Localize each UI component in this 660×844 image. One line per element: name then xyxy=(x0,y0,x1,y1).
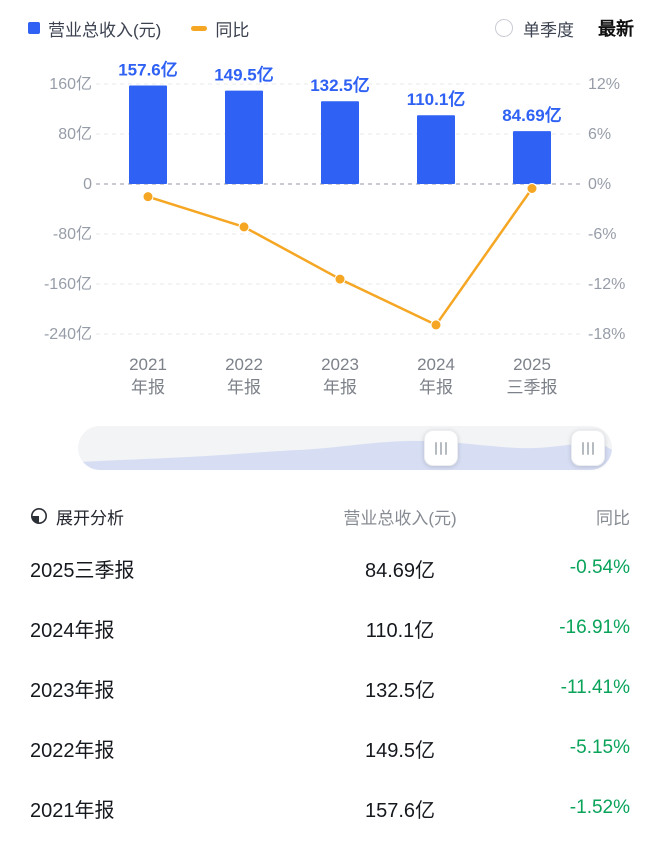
revenue-cell: 110.1亿 xyxy=(365,619,435,642)
revenue-bar[interactable] xyxy=(129,85,167,185)
yoy-point[interactable] xyxy=(334,273,346,285)
left-axis-tick: 160亿 xyxy=(49,75,92,93)
chart-controls: 单季度 最新 xyxy=(495,15,634,41)
table-header: 展开分析 营业总收入(元) 同比 xyxy=(30,494,630,538)
yoy-cell: -5.15% xyxy=(569,737,630,758)
chart-canvas: 160亿 12% 80亿 6% 0 0% -80亿 -6% -160亿 -12% -240亿 -18%… xyxy=(44,60,625,344)
bar-value-label: 132.5亿 xyxy=(310,75,370,95)
revenue-bar[interactable] xyxy=(321,101,359,184)
legend-yoy-label: 同比 xyxy=(215,20,250,40)
bar-value-label: 110.1亿 xyxy=(407,89,466,109)
x-axis-label: 2024 年报 xyxy=(417,355,455,397)
right-axis-tick: -6% xyxy=(588,226,616,243)
expand-analysis-label: 展开分析 xyxy=(56,508,124,528)
chart-legend: 营业总收入(元) 同比 xyxy=(28,16,249,41)
revenue-cell: 132.5亿 xyxy=(364,679,436,702)
x-axis-label: 2023 年报 xyxy=(321,355,359,397)
revenue-column-header: 营业总收入(元) xyxy=(343,508,457,528)
revenue-cell: 157.6亿 xyxy=(364,799,436,822)
analysis-pie-icon xyxy=(31,508,47,524)
table-row[interactable]: 2025三季报 84.69亿 -0.54% xyxy=(30,538,630,598)
x-axis-label: 2025 三季报 xyxy=(506,355,558,397)
yoy-cell: -0.54% xyxy=(569,557,630,578)
period-cell: 2023年报 xyxy=(30,679,115,702)
yoy-point[interactable] xyxy=(526,183,538,194)
revenue-bar[interactable] xyxy=(225,90,263,184)
legend-item-revenue: 营业总收入(元) xyxy=(28,16,161,41)
period-cell: 2024年报 xyxy=(30,619,115,642)
table-row[interactable]: 2022年报 149.5亿 -5.15% xyxy=(30,718,630,778)
yoy-point[interactable] xyxy=(142,191,154,203)
yoy-point[interactable] xyxy=(430,319,442,331)
revenue-series-swatch-icon xyxy=(28,22,40,34)
left-axis-tick: -240亿 xyxy=(44,325,92,343)
legend-bar: 营业总收入(元) 同比 单季度 最新 xyxy=(0,0,660,44)
yoy-cell: -1.52% xyxy=(569,797,630,818)
right-axis-tick: 0% xyxy=(588,176,611,193)
left-axis-tick: -80亿 xyxy=(53,225,92,243)
slider-minimap-area xyxy=(78,440,612,470)
latest-selector[interactable]: 最新 xyxy=(598,19,634,39)
bar-value-label: 84.69亿 xyxy=(502,105,562,125)
revenue-bar[interactable] xyxy=(513,131,551,184)
slider-handle-left[interactable] xyxy=(424,430,458,466)
revenue-cell: 149.5亿 xyxy=(364,739,436,762)
right-axis-tick: 12% xyxy=(588,76,620,93)
yoy-column-header: 同比 xyxy=(596,508,630,528)
table-row[interactable]: 2024年报 110.1亿 -16.91% xyxy=(30,598,630,658)
bar-value-label: 157.6亿 xyxy=(118,60,178,80)
period-cell: 2021年报 xyxy=(30,799,115,822)
legend-revenue-label: 营业总收入(元) xyxy=(48,20,162,40)
date-range-slider[interactable] xyxy=(78,426,612,470)
slider-handle-right[interactable] xyxy=(571,430,605,466)
single-quarter-label[interactable]: 单季度 xyxy=(523,20,574,40)
legend-item-yoy: 同比 xyxy=(191,16,249,41)
right-axis-tick: -18% xyxy=(588,326,625,343)
yoy-point[interactable] xyxy=(238,221,250,233)
bar-value-label: 149.5亿 xyxy=(214,65,274,85)
period-cell: 2022年报 xyxy=(30,739,115,762)
table-rows: 2025三季报 84.69亿 -0.54% 2024年报 110.1亿 -16.91% 20… xyxy=(30,538,630,838)
right-axis-tick: -12% xyxy=(588,276,625,293)
table-row[interactable]: 2021年报 157.6亿 -1.52% xyxy=(30,778,630,838)
revenue-cell: 84.69亿 xyxy=(364,559,436,582)
right-axis-tick: 6% xyxy=(588,126,611,143)
left-axis-tick: 80亿 xyxy=(58,125,92,143)
yoy-cell: -16.91% xyxy=(559,617,630,638)
analysis-table: 展开分析 营业总收入(元) 同比 2025三季报 84.69亿 -0.54% 2024… xyxy=(0,494,660,838)
revenue-bar[interactable] xyxy=(417,115,455,184)
revenue-yoy-chart: 160亿 12% 80亿 6% 0 0% -80亿 -6% -160亿 -12% -240亿 -18%… xyxy=(0,44,660,344)
yoy-series-swatch-icon xyxy=(191,25,208,31)
x-axis: 2021 年报 2022 年报 2023 年报 2024 年报 2025 三季报 xyxy=(0,344,660,402)
single-quarter-radio[interactable] xyxy=(495,19,513,37)
slider-track[interactable] xyxy=(78,426,612,470)
yoy-cell: -11.41% xyxy=(560,677,630,698)
period-cell: 2025三季报 xyxy=(30,559,135,582)
left-axis-tick: 0 xyxy=(83,176,92,193)
table-row[interactable]: 2023年报 132.5亿 -11.41% xyxy=(30,658,630,718)
left-axis-tick: -160亿 xyxy=(44,275,92,293)
x-axis-label: 2021 年报 xyxy=(129,355,167,397)
yoy-line xyxy=(146,187,534,327)
x-axis-label: 2022 年报 xyxy=(225,355,263,397)
expand-analysis-button[interactable]: 展开分析 xyxy=(30,504,220,529)
